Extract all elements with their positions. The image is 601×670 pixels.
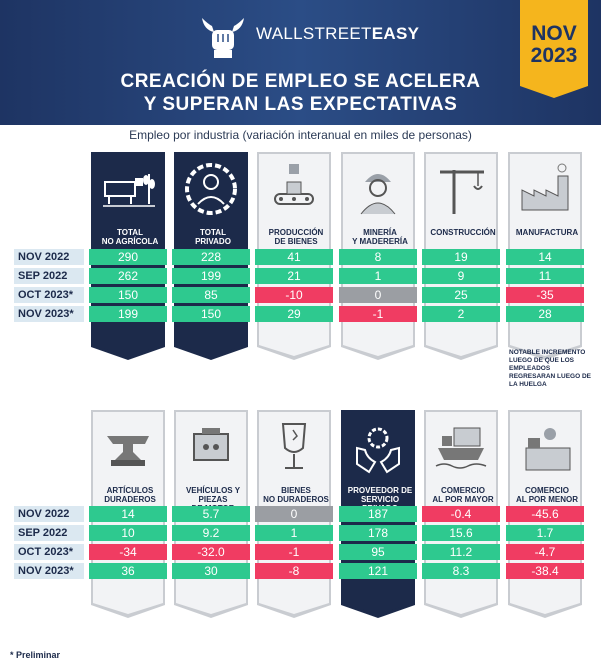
value-cell: 19: [422, 249, 500, 265]
value-cell: -35: [506, 287, 584, 303]
industry-label: MANUFACTURA: [515, 228, 579, 237]
value-cell: 95: [339, 544, 417, 560]
value-cell: 11.2: [422, 544, 500, 560]
crane-icon: [440, 170, 484, 214]
value-cell: -4.7: [506, 544, 584, 560]
brand-name: WALLSTREETEASY: [256, 24, 420, 43]
row-label: NOV 2022: [14, 506, 84, 522]
row-label: NOV 2023*: [14, 563, 84, 579]
value-cell: -1: [255, 544, 333, 560]
row-label: OCT 2023*: [14, 544, 84, 560]
value-cell: 29: [255, 306, 333, 322]
industry-label: CONSTRUCCIÓN: [430, 228, 496, 237]
value-cell: -38.4: [506, 563, 584, 579]
cashier-icon: [525, 428, 571, 471]
value-cell: 178: [339, 525, 417, 541]
value-cell: 25: [422, 287, 500, 303]
header-banner: WALLSTREETEASY CREACIÓN DE EMPLEO SE ACE…: [0, 0, 601, 125]
cow-wheat-icon: [103, 174, 155, 207]
value-cell: -10: [255, 287, 333, 303]
value-cell: 10: [89, 525, 167, 541]
industry-label: COMERCIO AL POR MAYOR: [432, 486, 494, 504]
value-cell: 1: [255, 525, 333, 541]
value-cell: 14: [89, 506, 167, 522]
value-cell: 1: [339, 268, 417, 284]
row-label: NOV 2022: [14, 249, 84, 265]
value-cell: 228: [172, 249, 250, 265]
industry-label: PRODUCCIÓN DE BIENES: [268, 228, 324, 246]
value-cell: 2: [422, 306, 500, 322]
value-cell: 290: [89, 249, 167, 265]
value-cell: -1: [339, 306, 417, 322]
value-cell: -34: [89, 544, 167, 560]
glass-icon: [281, 423, 307, 469]
value-cell: 199: [172, 268, 250, 284]
row-label: SEP 2022: [14, 268, 84, 284]
value-cell: -8: [255, 563, 333, 579]
anvil-icon: [107, 436, 149, 466]
value-cell: 0: [339, 287, 417, 303]
value-cell: 36: [89, 563, 167, 579]
row-label: OCT 2023*: [14, 287, 84, 303]
conveyor-icon: [274, 164, 314, 205]
value-cell: 9: [422, 268, 500, 284]
strike-note: NOTABLE INCREMENTO LUEGO DE QUE LOS EMPL…: [509, 349, 591, 388]
row-label: NOV 2023*: [14, 306, 84, 322]
industry-label: COMERCIO AL POR MENOR: [515, 486, 579, 504]
industry-label: TOTAL NO AGRÍCOLA: [101, 228, 159, 246]
value-cell: 150: [89, 287, 167, 303]
value-cell: 187: [339, 506, 417, 522]
value-cell: -0.4: [422, 506, 500, 522]
badge-month: NOV: [531, 22, 577, 45]
miner-icon: [360, 174, 396, 215]
date-badge: NOV 2023: [520, 0, 588, 98]
ship-icon: [435, 427, 487, 469]
industry-label: MINERÍA Y MADERERÍA: [352, 228, 408, 246]
footnote: * Preliminar: [10, 650, 61, 660]
value-cell: 14: [506, 249, 584, 265]
value-cell: 9.2: [172, 525, 250, 541]
industry-label: TOTAL PRIVADO: [195, 228, 231, 246]
bull-fist-logo-icon: [202, 18, 244, 58]
row-label: SEP 2022: [14, 525, 84, 541]
value-cell: -45.6: [506, 506, 584, 522]
value-cell: 262: [89, 268, 167, 284]
value-cell: 21: [255, 268, 333, 284]
value-cell: 28: [506, 306, 584, 322]
value-cell: 5.7: [172, 506, 250, 522]
value-cell: 30: [172, 563, 250, 579]
value-cell: 121: [339, 563, 417, 579]
value-cell: -32.0: [172, 544, 250, 560]
value-cell: 15.6: [422, 525, 500, 541]
value-cell: 0: [255, 506, 333, 522]
value-cell: 8: [339, 249, 417, 265]
engine-icon: [193, 428, 229, 461]
hands-gear-icon: [356, 427, 400, 474]
value-cell: 8.3: [422, 563, 500, 579]
value-cell: 199: [89, 306, 167, 322]
worker-gear-icon: [185, 163, 237, 215]
value-cell: 85: [172, 287, 250, 303]
factory-icon: [521, 163, 569, 211]
page-title: CREACIÓN DE EMPLEO SE ACELERA Y SUPERAN …: [120, 71, 481, 115]
value-cell: 41: [255, 249, 333, 265]
value-cell: 11: [506, 268, 584, 284]
badge-year: 2023: [530, 44, 578, 67]
value-cell: 150: [172, 306, 250, 322]
industry-label: BIENES NO DURADEROS: [263, 486, 329, 504]
value-cell: 1.7: [506, 525, 584, 541]
industry-label: ARTÍCULOS DURADEROS: [104, 486, 156, 504]
subtitle: Empleo por industria (variación interanu…: [129, 128, 472, 142]
